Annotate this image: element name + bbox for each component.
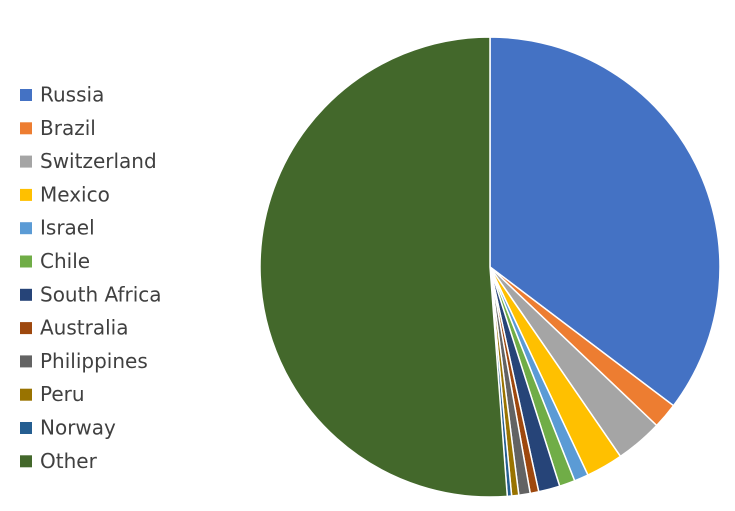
legend-label: Israel <box>40 216 95 240</box>
legend-label: Other <box>40 449 98 473</box>
legend-label: Australia <box>40 316 128 340</box>
legend-swatch <box>20 255 32 268</box>
legend-label: Peru <box>40 382 85 406</box>
legend-label: Norway <box>40 416 116 440</box>
legend-swatch <box>20 422 32 434</box>
legend-swatch <box>20 122 32 135</box>
pie-slice <box>489 36 721 407</box>
pie-slice <box>259 36 509 498</box>
legend-swatch <box>20 89 32 101</box>
legend-label: Mexico <box>40 182 110 206</box>
legend-swatch <box>20 222 32 235</box>
legend-label: South Africa <box>40 282 162 306</box>
legend-label: Philippines <box>40 349 148 373</box>
legend-swatch <box>20 155 32 168</box>
legend-swatch <box>20 188 32 201</box>
legend-swatch <box>20 322 32 335</box>
legend-swatch <box>20 355 32 368</box>
legend-label: Russia <box>40 83 104 107</box>
legend-label: Brazil <box>40 116 96 140</box>
legend-label: Chile <box>40 249 90 273</box>
legend-swatch <box>20 288 32 301</box>
legend-swatch <box>20 388 32 401</box>
legend-swatch <box>20 455 32 468</box>
legend-label: Switzerland <box>40 149 157 173</box>
